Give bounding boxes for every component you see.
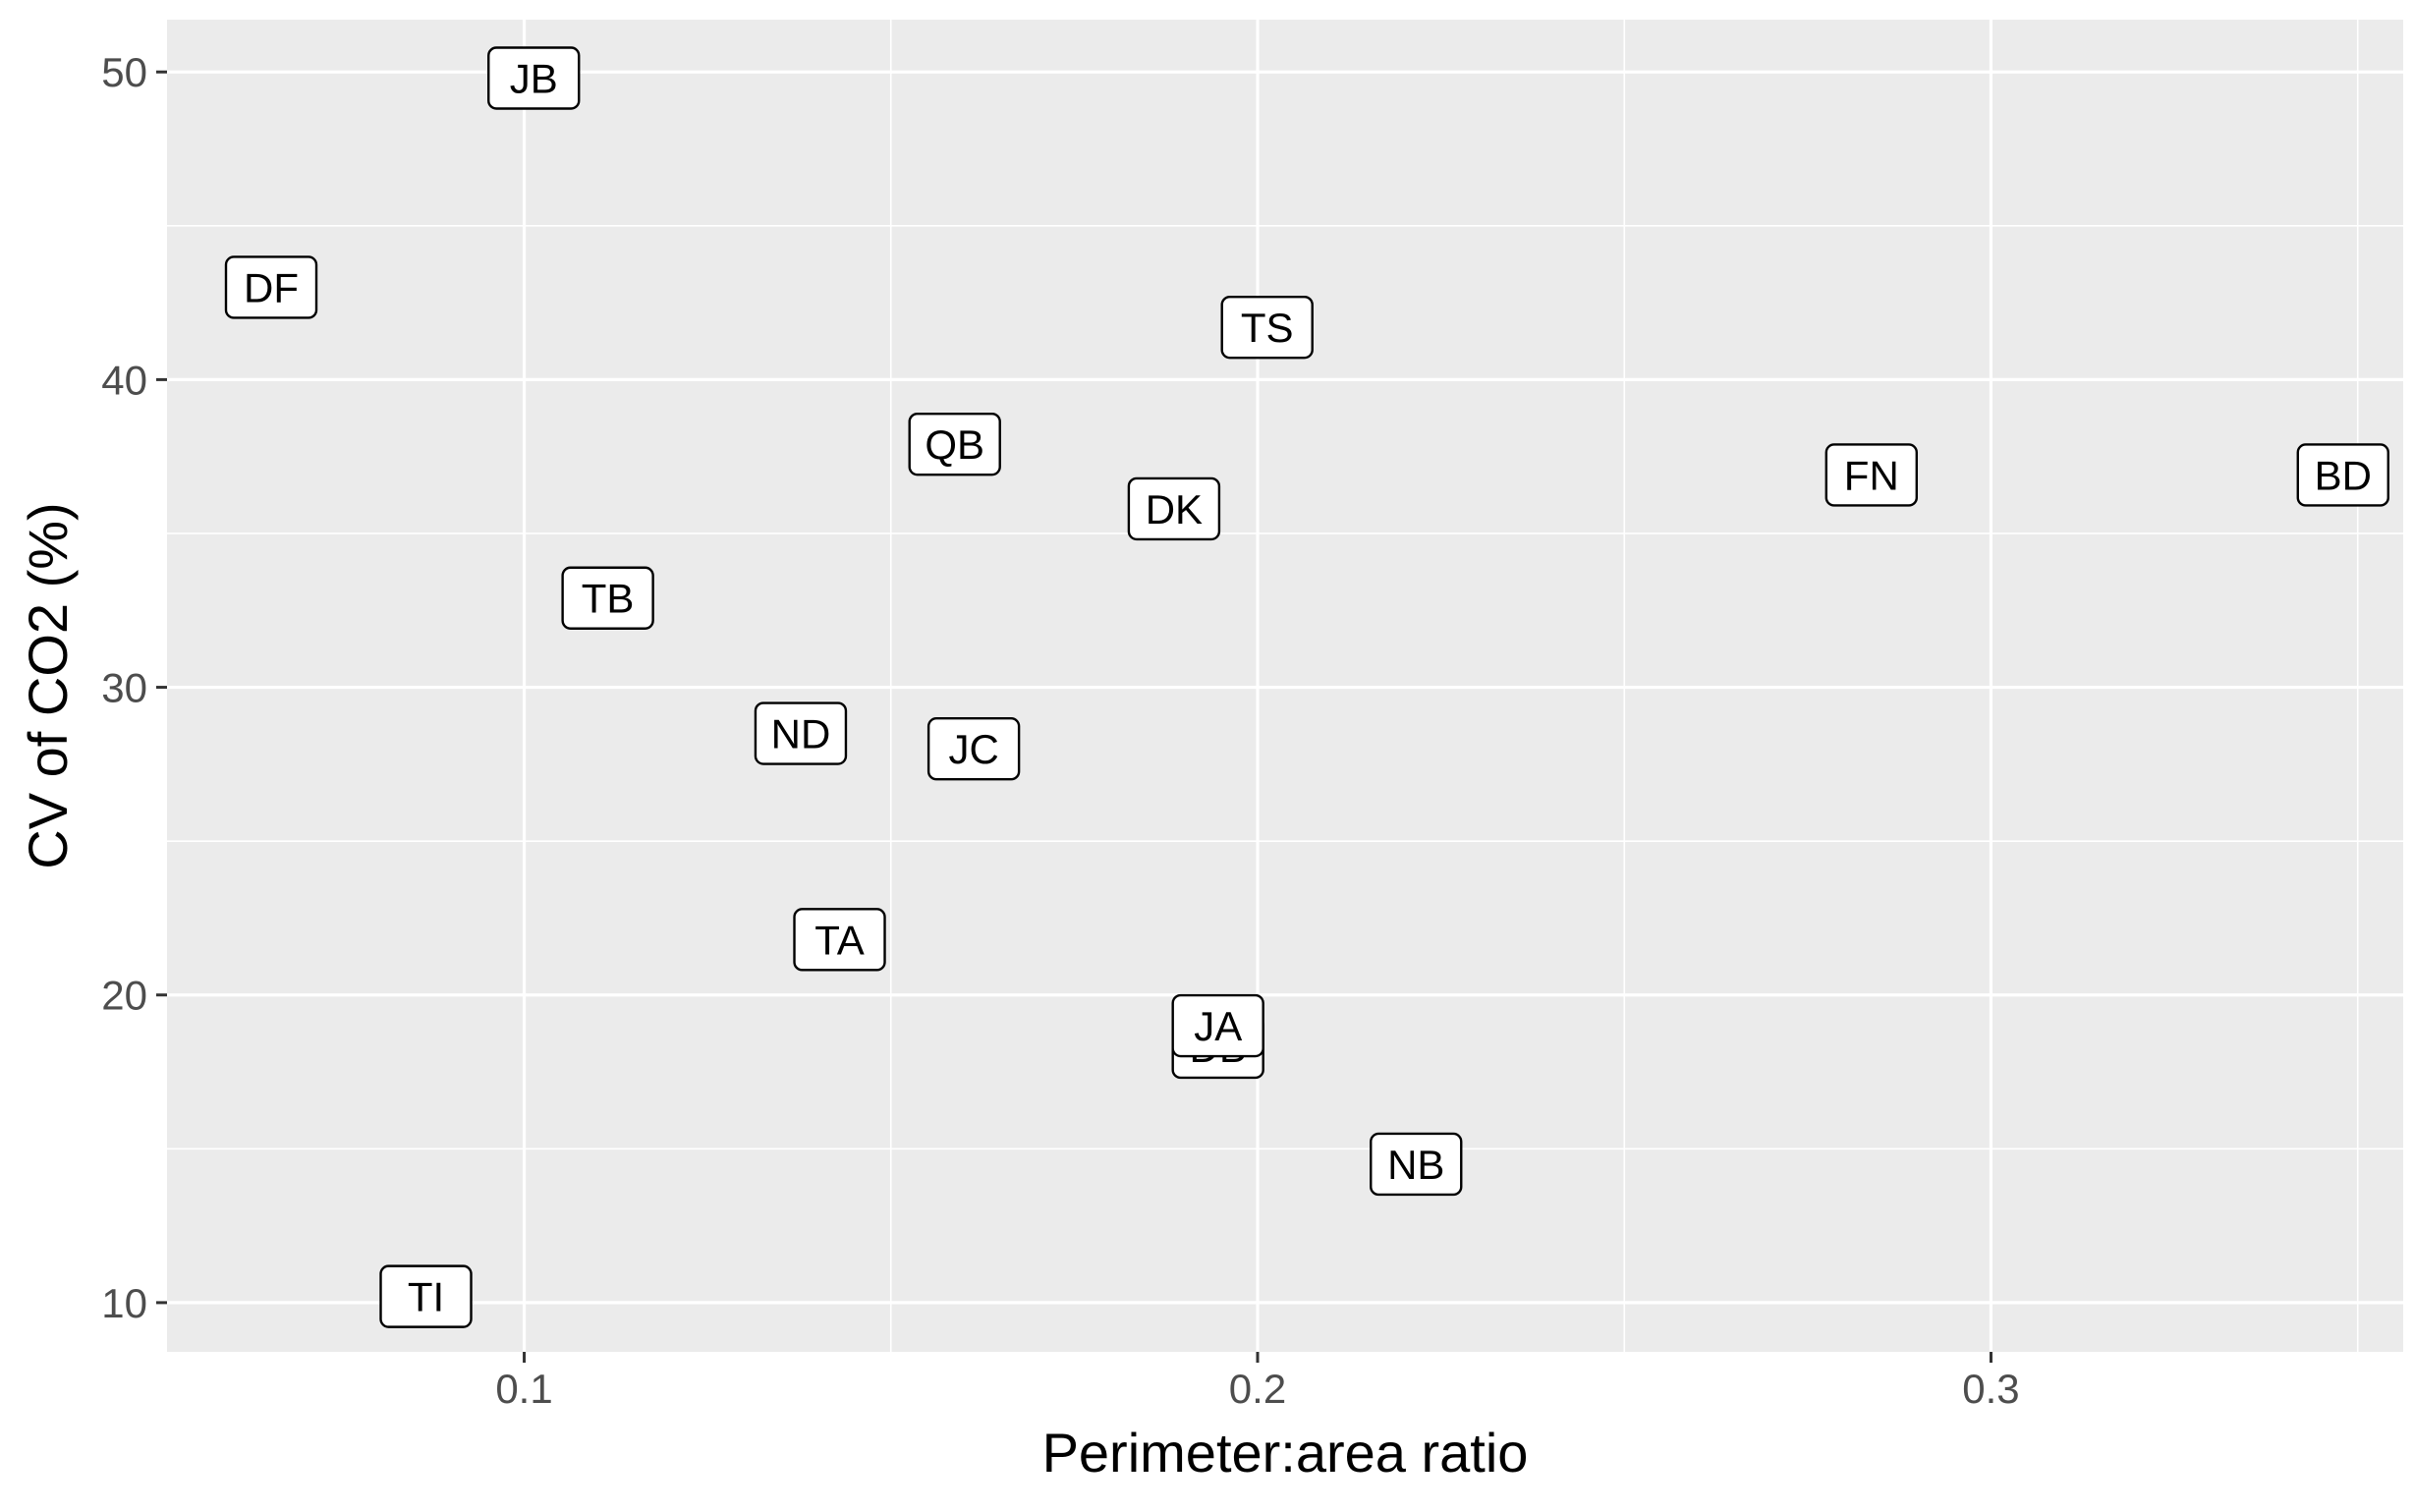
point-label-box — [224, 255, 318, 319]
y-axis-title: CV of CO2 (%) — [17, 502, 79, 868]
point-label: TS — [1220, 295, 1314, 360]
point-label: ND — [754, 701, 848, 765]
point-label-box — [1171, 993, 1264, 1058]
point-label-box — [1220, 295, 1314, 360]
point-label-box — [926, 716, 1021, 781]
point-label-box — [1370, 1132, 1463, 1197]
point-label-box — [487, 46, 581, 110]
y-axis-ticks: 10 20 30 40 50 — [101, 49, 167, 1326]
x-tick-label: 0.3 — [1962, 1366, 2019, 1412]
point-label-box — [1127, 476, 1221, 541]
point-label-text: JC — [948, 726, 998, 772]
point-label-box — [1824, 443, 1919, 507]
x-tick-label: 0.2 — [1229, 1366, 1286, 1412]
point-label-text: DF — [244, 264, 299, 310]
point-label-box — [754, 701, 848, 765]
point-label-text: JB — [510, 56, 558, 102]
point-label: TA — [793, 908, 886, 972]
major-gridlines — [167, 20, 2403, 1352]
point-label-box — [908, 412, 1001, 476]
point-label: DK — [1127, 476, 1221, 541]
point-label-text: TI — [408, 1274, 444, 1320]
point-label-box — [793, 908, 886, 972]
point-label: JB — [487, 46, 581, 110]
point-label-box — [379, 1264, 473, 1328]
y-tick-label: 20 — [101, 973, 147, 1019]
point-label: JA — [1171, 993, 1264, 1058]
point-label-text: TS — [1241, 305, 1294, 351]
point-label-box — [561, 566, 654, 630]
point-label: JC — [926, 716, 1021, 781]
point-label-text: DK — [1146, 486, 1203, 532]
x-axis-title: Perimeter:area ratio — [1042, 1422, 1529, 1484]
point-label: TI — [379, 1264, 473, 1328]
point-label-text: TB — [582, 576, 635, 622]
point-label: DF — [224, 255, 318, 319]
y-tick-label: 30 — [101, 665, 147, 711]
point-label-text: BD — [2315, 452, 2372, 498]
y-tick-label: 50 — [101, 49, 147, 95]
point-label-box — [2296, 443, 2389, 507]
point-label-text: TA — [814, 917, 865, 963]
point-label: NB — [1370, 1132, 1463, 1197]
x-axis-ticks: 0.1 0.2 0.3 — [495, 1352, 2020, 1412]
point-label-text: FN — [1844, 452, 1899, 498]
point-label: TB — [561, 566, 654, 630]
point-label-text: ND — [771, 711, 831, 757]
y-tick-label: 40 — [101, 357, 147, 403]
point-label: QB — [908, 412, 1001, 476]
x-tick-label: 0.1 — [495, 1366, 552, 1412]
point-label-text: QB — [925, 421, 984, 468]
point-label-text: NB — [1387, 1142, 1444, 1188]
point-label: FN — [1824, 443, 1919, 507]
y-tick-label: 10 — [101, 1280, 147, 1326]
point-label-text: JA — [1194, 1003, 1242, 1049]
point-label: BD — [2296, 443, 2389, 507]
data-labels: JBDFTSQBDKFNBDTBNDJCTADBJANBTI — [224, 46, 2389, 1328]
